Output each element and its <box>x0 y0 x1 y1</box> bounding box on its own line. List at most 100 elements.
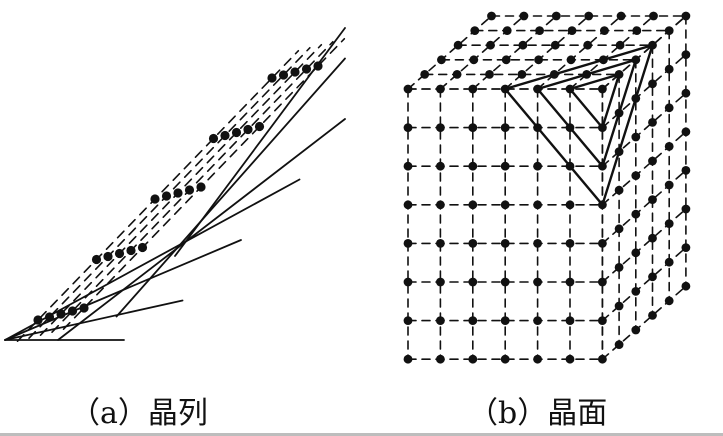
lattice-point <box>533 161 542 171</box>
panel-a-caption: （a）晶列 <box>70 396 208 431</box>
lattice-column-dashed <box>51 40 334 333</box>
lattice-point <box>500 354 510 364</box>
lattice-point <box>403 123 413 132</box>
crystal-plane-triangle <box>567 72 621 131</box>
lattice-point <box>614 301 624 311</box>
lattice-point <box>231 127 242 138</box>
lattice-point <box>500 239 510 248</box>
lattice-point <box>173 188 183 198</box>
footer-bar <box>0 433 723 436</box>
lattice-point <box>584 11 594 21</box>
lattice-point <box>582 70 592 79</box>
lattice-point <box>500 316 510 325</box>
lattice-point <box>403 161 413 171</box>
lattice-point <box>453 40 463 50</box>
lattice-point <box>549 70 559 79</box>
side-face-line <box>601 15 687 90</box>
lattice-point <box>664 296 674 306</box>
panel-b-crystal-planes <box>403 11 691 364</box>
lattice-point <box>664 64 674 74</box>
lattice-point <box>313 61 323 71</box>
lattice-point <box>550 40 560 50</box>
lattice-point <box>681 243 691 253</box>
lattice-point <box>614 147 624 157</box>
lattice-point <box>403 200 413 210</box>
lattice-column-dashed <box>39 43 323 336</box>
lattice-point <box>501 55 511 65</box>
lattice-point <box>598 239 607 248</box>
lattice-point <box>470 26 480 35</box>
lattice-point <box>533 123 542 132</box>
lattice-point <box>290 67 300 77</box>
lattice-point <box>502 26 512 35</box>
crystal-row-line <box>57 118 346 341</box>
lattice-point <box>500 84 510 94</box>
lattice-point <box>681 166 691 175</box>
lattice-point <box>533 277 542 287</box>
lattice-point <box>614 263 624 272</box>
lattice-point <box>565 354 575 364</box>
lattice-point <box>486 40 495 50</box>
lattice-point <box>436 354 445 364</box>
lattice-point <box>598 277 607 287</box>
lattice-point <box>614 70 624 79</box>
lattice-point <box>648 233 657 243</box>
lattice-point <box>598 123 607 132</box>
lattice-point <box>150 194 160 204</box>
lattice-point <box>533 354 542 364</box>
lattice-point <box>614 340 624 349</box>
lattice-point <box>648 79 657 89</box>
lattice-point <box>533 84 542 94</box>
lattice-point <box>468 84 478 94</box>
lattice-point <box>631 171 641 181</box>
lattice-point <box>487 11 496 21</box>
lattice-point <box>565 316 575 325</box>
lattice-point <box>436 84 445 94</box>
lattice-point <box>631 287 641 296</box>
side-face-line <box>601 285 687 361</box>
lattice-point <box>403 239 413 248</box>
top-face-line <box>439 15 525 90</box>
lattice-point <box>437 55 446 65</box>
lattice-point <box>468 239 478 248</box>
lattice-point <box>615 40 625 50</box>
lattice-point <box>681 204 691 214</box>
lattice-point <box>533 239 542 248</box>
lattice-point <box>468 316 478 325</box>
lattice-point <box>681 50 691 59</box>
lattice-point <box>567 26 577 35</box>
lattice-point <box>631 209 641 219</box>
lattice-point <box>468 200 478 210</box>
lattice-point <box>598 354 607 364</box>
lattice-point <box>485 70 494 79</box>
lattice-point <box>33 315 43 325</box>
lattice-point <box>664 142 674 151</box>
lattice-point <box>664 180 674 190</box>
top-face-line <box>407 15 493 90</box>
lattice-point <box>403 316 413 325</box>
lattice-point <box>208 133 219 144</box>
lattice-point <box>91 254 102 265</box>
lattice-point <box>598 200 607 210</box>
lattice-point <box>278 70 289 80</box>
lattice-point <box>533 200 542 210</box>
lattice-point <box>468 277 478 287</box>
lattice-point <box>565 239 575 248</box>
lattice-point <box>664 257 674 267</box>
crystal-row-line <box>4 299 184 341</box>
lattice-point <box>614 185 624 195</box>
lattice-point <box>196 182 206 192</box>
lattice-point <box>137 242 148 253</box>
lattice-point <box>648 40 657 50</box>
lattice-point <box>565 277 575 287</box>
lattice-point <box>184 185 195 195</box>
lattice-point <box>436 200 445 210</box>
lattice-point <box>648 311 657 320</box>
lattice-point <box>648 195 657 205</box>
lattice-point <box>631 94 641 103</box>
lattice-point <box>267 73 277 83</box>
lattice-point <box>631 132 641 142</box>
lattice-point <box>631 55 641 65</box>
lattice-point <box>469 55 479 65</box>
lattice-point <box>616 11 626 21</box>
